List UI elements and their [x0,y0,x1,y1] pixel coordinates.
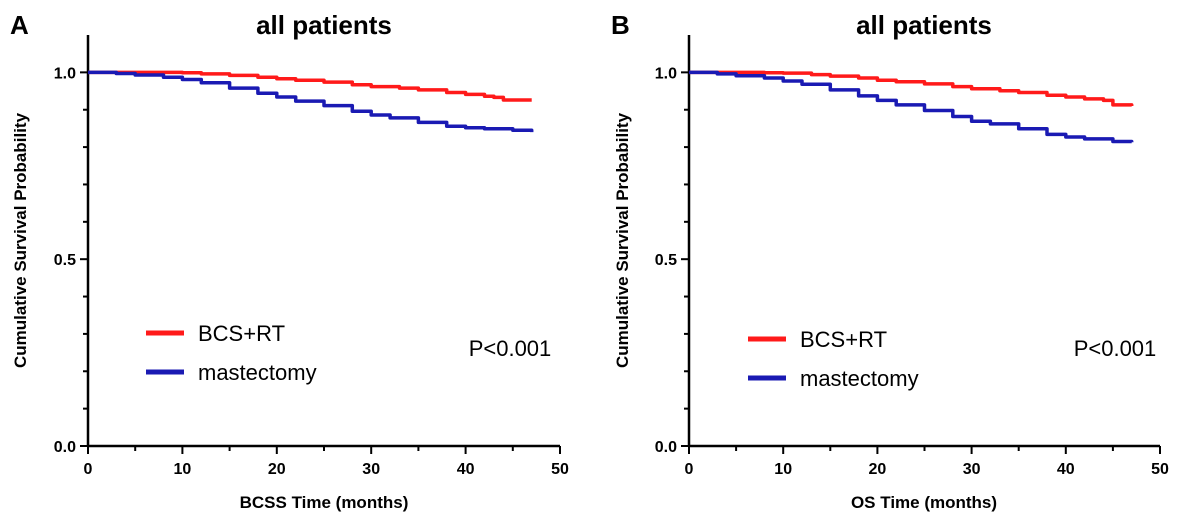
y-tick-label: 0.0 [655,439,677,456]
x-tick-label: 20 [869,461,887,478]
series-line-mastectomy [88,70,534,133]
series-line-mastectomy [689,70,1134,144]
y-tick-label: 1.0 [655,65,677,82]
x-tick-label: 30 [963,461,981,478]
y-tick-label: 0.5 [54,252,76,269]
y-axis-label: Cumulative Survival Probability [11,112,30,368]
x-tick-label: 30 [362,461,380,478]
x-tick-label: 10 [174,461,192,478]
x-tick-label: 10 [774,461,792,478]
x-tick-label: 40 [457,461,475,478]
panel-letter: A [10,10,29,40]
x-axis-label: BCSS Time (months) [240,493,409,512]
x-tick-label: 50 [1151,461,1169,478]
series-line-bcs-rt [88,70,532,102]
y-tick-label: 0.5 [655,252,677,269]
legend: BCS+RT mastectomy [748,327,919,391]
series-line-bcs-rt [689,70,1134,107]
y-tick-label: 0.0 [54,439,76,456]
panel-letter: B [611,10,630,40]
x-tick-label: 40 [1057,461,1075,478]
y-tick-label: 1.0 [54,65,76,82]
chart-title: all patients [856,10,992,40]
legend-label-bcs-rt: BCS+RT [800,327,887,352]
y-axis-label: Cumulative Survival Probability [613,112,632,368]
legend-label-mastectomy: mastectomy [800,366,919,391]
legend: BCS+RT mastectomy [146,321,317,385]
chart-title: all patients [256,10,392,40]
legend-label-bcs-rt: BCS+RT [198,321,285,346]
p-value-annotation: P<0.001 [1074,336,1157,361]
x-tick-label: 20 [268,461,286,478]
legend-label-mastectomy: mastectomy [198,360,317,385]
x-tick-label: 0 [84,461,93,478]
x-axis-label: OS Time (months) [851,493,997,512]
x-tick-label: 0 [685,461,694,478]
x-tick-label: 50 [551,461,569,478]
p-value-annotation: P<0.001 [469,336,552,361]
